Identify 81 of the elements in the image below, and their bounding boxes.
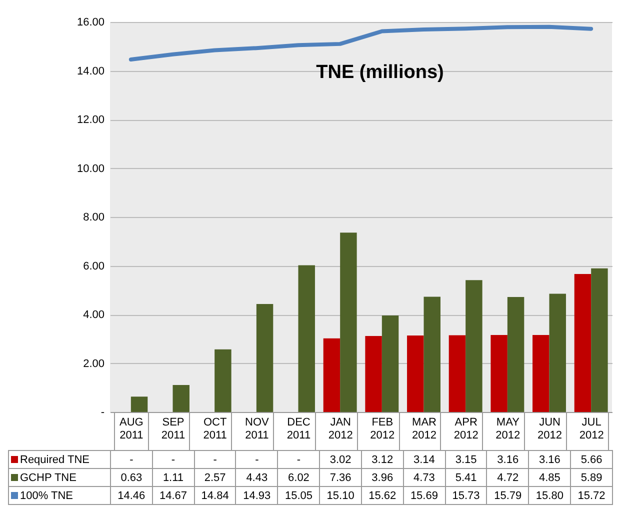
y-tick-label: - [100, 406, 105, 418]
bar [490, 334, 508, 412]
bar [407, 335, 424, 412]
x-tick-label: APR 2012 [454, 416, 478, 442]
data-label: 5.41 [445, 468, 487, 486]
legend-label: Required TNE [8, 450, 110, 468]
line-series [128, 24, 594, 62]
data-label: 5.66 [570, 450, 612, 468]
y-tick-label: 2.00 [83, 358, 104, 370]
data-label: 0.63 [110, 468, 152, 486]
data-label: 15.62 [361, 486, 404, 504]
y-tick-label: 14.00 [76, 65, 104, 78]
data-label: 4.72 [486, 468, 529, 486]
text: - [130, 454, 134, 466]
y-tick-label: 10.00 [76, 162, 104, 175]
data-label: 7.36 [320, 468, 362, 486]
text: - [255, 454, 259, 466]
x-tick-label: MAY 2012 [496, 416, 520, 442]
x-tick-label: JUN 2012 [538, 416, 562, 442]
bar [448, 335, 466, 412]
data-label: 15.79 [486, 486, 529, 504]
data-label: 6.02 [278, 468, 320, 486]
data-label: 5.89 [570, 468, 612, 486]
data-label: 14.46 [110, 486, 152, 504]
x-tick-label: JUL 2012 [579, 416, 604, 442]
y-tick-label: 6.00 [83, 260, 104, 272]
data-label: 14.67 [152, 486, 194, 504]
x-tick-label: MAR 2012 [412, 416, 437, 442]
data-label: 3.16 [528, 450, 571, 468]
bar [507, 296, 524, 412]
bar [298, 265, 315, 412]
bar [323, 338, 340, 412]
y-tick-label: 12.00 [76, 114, 104, 126]
data-label: 15.10 [320, 486, 362, 504]
data-label: 4.85 [528, 468, 571, 486]
bar [424, 296, 440, 412]
data-label: 4.43 [236, 468, 278, 486]
bar [214, 349, 232, 412]
bar [340, 232, 357, 412]
data-label: 3.12 [361, 450, 404, 468]
legend-label: GCHP TNE [8, 468, 110, 486]
data-label: 15.80 [528, 486, 571, 504]
x-tick-label: FEB 2012 [370, 416, 395, 442]
bar [591, 268, 608, 412]
bar [382, 315, 399, 412]
bar [574, 274, 592, 412]
x-tick-label: AUG 2011 [119, 416, 144, 442]
data-label: 3.14 [403, 450, 446, 468]
data-label: 15.69 [403, 486, 446, 504]
legend-label: 100% TNE [8, 486, 110, 504]
x-tick-label: JAN 2012 [328, 416, 353, 442]
bar [532, 334, 550, 412]
text: TNE (millions) [315, 62, 445, 84]
x-tick-label: NOV 2011 [244, 416, 270, 442]
data-label: 4.73 [403, 468, 446, 486]
text: - [213, 454, 217, 466]
y-tick-label: 16.00 [76, 16, 104, 28]
bar [466, 280, 482, 412]
bar [549, 294, 566, 412]
y-tick-label: 8.00 [83, 212, 104, 224]
text: - [296, 454, 301, 466]
x-tick-label: OCT 2011 [203, 416, 227, 442]
data-label: 3.15 [445, 450, 487, 468]
data-label: 2.57 [194, 468, 236, 486]
bar [365, 336, 382, 412]
bar [256, 304, 274, 412]
data-label: 1.11 [152, 468, 194, 486]
bar [172, 384, 190, 412]
data-label: 15.72 [570, 486, 612, 504]
data-label: 3.02 [320, 450, 362, 468]
data-label: 14.93 [236, 486, 278, 504]
data-label: 15.05 [278, 486, 320, 504]
x-tick-label: DEC 2011 [286, 416, 311, 442]
data-label: 15.73 [445, 486, 487, 504]
data-label: 3.16 [486, 450, 529, 468]
text: - [171, 454, 176, 466]
data-label: 3.96 [361, 468, 404, 486]
y-tick-label: 4.00 [83, 309, 104, 321]
x-tick-label: SEP 2011 [161, 416, 186, 442]
data-label: 14.84 [194, 486, 236, 504]
bar [130, 396, 148, 412]
